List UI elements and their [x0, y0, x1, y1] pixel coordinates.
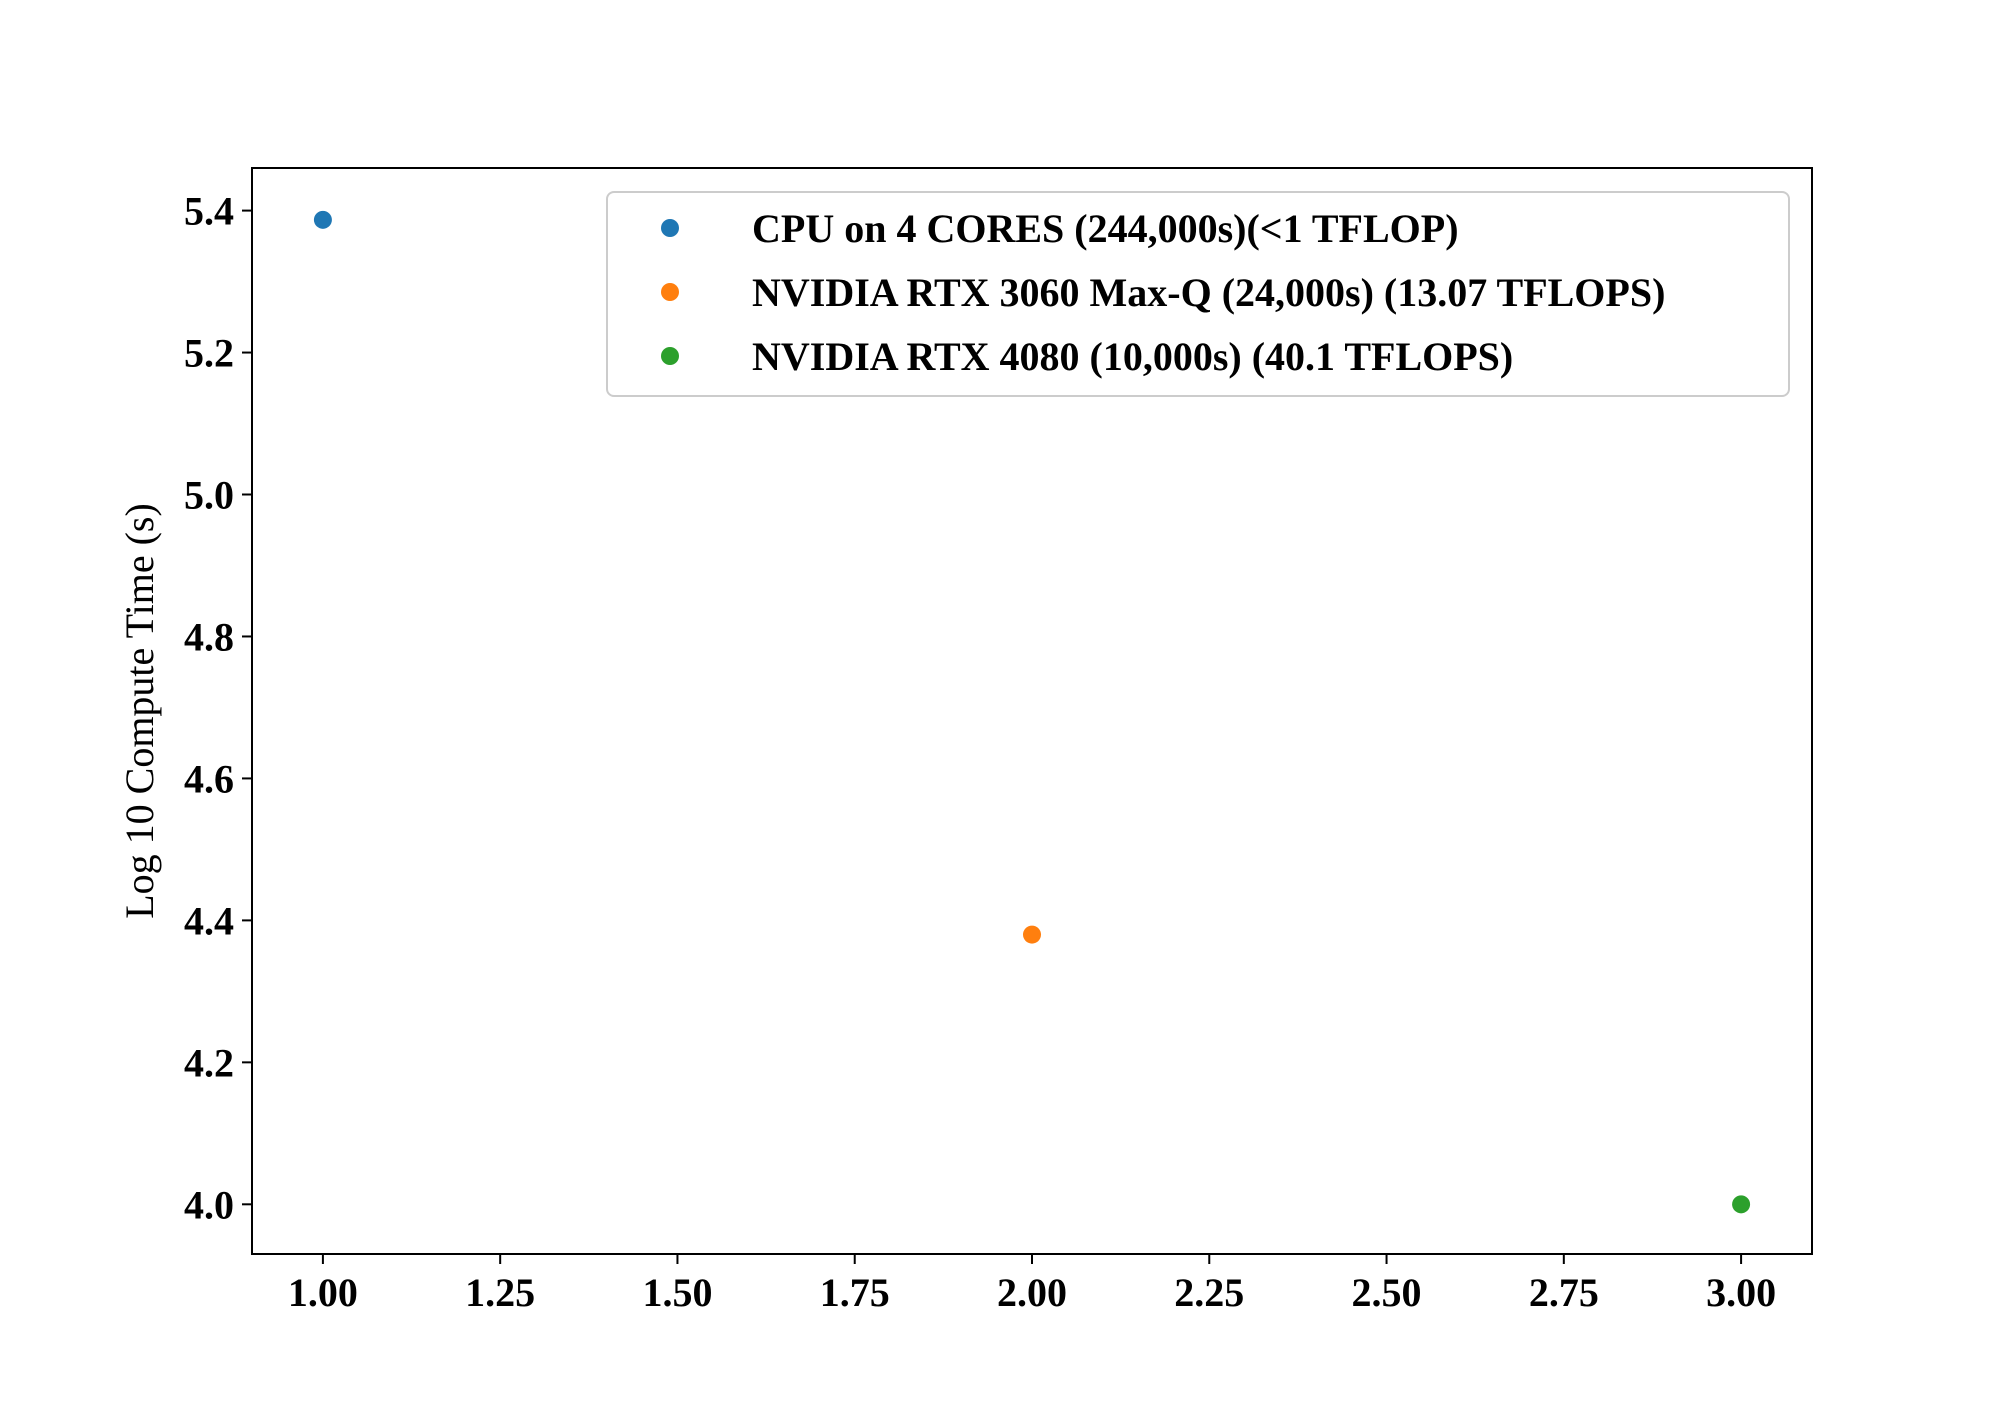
- legend-entry-label: NVIDIA RTX 4080 (10,000s) (40.1 TFLOPS): [752, 334, 1513, 379]
- x-tick-label: 2.75: [1529, 1270, 1599, 1315]
- y-axis: 4.0 4.2 4.4 4.6 4.8 5.0 5.2 5.4: [184, 189, 252, 1227]
- legend-box: [606, 191, 1790, 397]
- y-tick-label: 4.6: [184, 756, 234, 801]
- legend-marker: [661, 283, 679, 301]
- y-tick-label: 4.4: [184, 898, 234, 943]
- y-tick-label: 5.4: [184, 189, 234, 234]
- y-tick-label: 5.0: [184, 473, 234, 518]
- x-tick-label: 2.25: [1174, 1270, 1244, 1315]
- legend-marker: [661, 219, 679, 237]
- y-tick-label: 4.8: [184, 614, 234, 659]
- data-point: [1023, 925, 1041, 944]
- y-axis-title: Log 10 Compute Time (s): [117, 503, 162, 919]
- x-tick-label: 1.50: [642, 1270, 712, 1315]
- legend-marker: [661, 347, 679, 365]
- legend-entry-label: CPU on 4 CORES (244,000s)(<1 TFLOP): [752, 206, 1459, 251]
- legend-entry-label: NVIDIA RTX 3060 Max-Q (24,000s) (13.07 T…: [752, 270, 1665, 315]
- x-tick-label: 1.75: [820, 1270, 890, 1315]
- y-tick-label: 4.2: [184, 1040, 234, 1085]
- data-point: [313, 210, 332, 229]
- x-axis: 1.00 1.25 1.50 1.75 2.00 2.25 2.50 2.75 3.00: [288, 1254, 1776, 1315]
- data-points: [313, 210, 1751, 1214]
- y-tick-label: 5.2: [184, 331, 234, 376]
- x-tick-label: 1.25: [465, 1270, 535, 1315]
- x-tick-label: 3.00: [1706, 1270, 1776, 1315]
- y-tick-label: 4.0: [184, 1182, 234, 1227]
- legend: CPU on 4 CORES (244,000s)(<1 TFLOP) NVIDI…: [606, 191, 1790, 397]
- data-point: [1732, 1195, 1751, 1214]
- x-tick-label: 2.50: [1352, 1270, 1422, 1315]
- x-tick-label: 2.00: [997, 1270, 1067, 1315]
- x-tick-label: 1.00: [288, 1270, 358, 1315]
